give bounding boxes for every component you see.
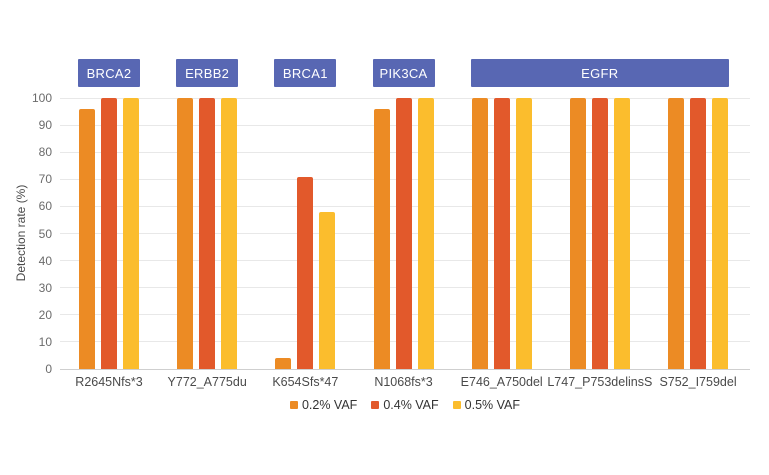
bar-group-Y772_A775du [177, 98, 238, 369]
bar-0.4vaf-L747_P753delinsS [591, 98, 608, 369]
bar-0.2vaf-E746_A750del [471, 98, 488, 369]
bar-group-L747_P753delinsS [569, 98, 630, 369]
y-tick-label: 20 [38, 307, 52, 322]
y-tick-label: 50 [38, 226, 52, 241]
y-tick-label: 70 [38, 172, 52, 187]
y-tick-label: 10 [38, 334, 52, 349]
legend-item-0.5vaf: 0.5% VAF [452, 398, 521, 412]
bar-0.4vaf-Y772_A775du [199, 98, 216, 369]
x-axis-label: N1068fs*3 [374, 375, 433, 389]
gene-label-BRCA1: BRCA1 [274, 59, 337, 87]
gene-label-BRCA2: BRCA2 [78, 59, 140, 87]
bar-0.5vaf-Y772_A775du [221, 98, 238, 369]
gene-label-EGFR: EGFR [470, 59, 729, 87]
x-axis-label: S752_I759del [659, 375, 737, 389]
bar-0.4vaf-R2645Nfs*3 [101, 98, 117, 369]
y-tick-label: 30 [38, 280, 52, 295]
legend-label: 0.2% VAF [301, 398, 358, 412]
bar-0.4vaf-S752_I759del [690, 98, 707, 369]
gene-header-row: BRCA2 ERBB2 BRCA1 PIK3CA EGFR [60, 59, 750, 87]
x-axis-label: L747_P753delinsS [547, 375, 653, 389]
x-axis-baseline [60, 368, 750, 370]
y-tick-label: 80 [38, 145, 52, 160]
legend-label: 0.5% VAF [464, 398, 521, 412]
bar-group-N1068fs*3 [373, 98, 434, 369]
legend-swatch-icon [371, 401, 380, 409]
y-tick-label: 100 [31, 91, 52, 105]
y-axis-ticks: 0 10 20 30 40 50 60 70 80 90 100 [0, 91, 52, 376]
legend-item-0.4vaf: 0.4% VAF [371, 398, 439, 412]
gene-label-ERBB2: ERBB2 [176, 59, 239, 87]
bar-0.2vaf-N1068fs*3 [373, 108, 390, 369]
bar-0.5vaf-K654Sfs*47 [319, 211, 336, 369]
bar-group-K654Sfs*47 [275, 98, 336, 369]
y-tick-label: 60 [38, 199, 52, 214]
legend-item-0.2vaf: 0.2% VAF [289, 398, 358, 412]
legend: 0.2% VAF 0.4% VAF 0.5% VAF [60, 398, 750, 412]
bar-0.4vaf-N1068fs*3 [395, 98, 412, 369]
bar-0.5vaf-L747_P753delinsS [613, 98, 630, 369]
bar-0.2vaf-L747_P753delinsS [569, 98, 586, 369]
x-axis-label: K654Sfs*47 [272, 375, 339, 389]
bar-group-S752_I759del [668, 98, 729, 369]
legend-swatch-icon [289, 401, 298, 409]
y-tick-label: 90 [38, 118, 52, 133]
x-axis-label: R2645Nfs*3 [75, 375, 143, 389]
x-axis-labels: R2645Nfs*3 Y772_A775du K654Sfs*47 N1068fs*3… [60, 375, 750, 391]
gene-label-PIK3CA: PIK3CA [372, 59, 435, 87]
bar-group-E746_A750del [471, 98, 532, 369]
legend-label: 0.4% VAF [383, 398, 439, 412]
plot-area [60, 97, 750, 370]
y-tick-label: 0 [45, 362, 52, 376]
bar-group-R2645Nfs*3 [79, 98, 139, 369]
bar-0.4vaf-K654Sfs*47 [297, 176, 314, 369]
legend-swatch-icon [452, 401, 461, 409]
bar-0.2vaf-K654Sfs*47 [275, 358, 292, 369]
bar-0.5vaf-S752_I759del [712, 98, 729, 369]
bar-0.2vaf-R2645Nfs*3 [79, 108, 95, 369]
bar-0.4vaf-E746_A750del [493, 98, 510, 369]
bar-0.2vaf-Y772_A775du [177, 98, 194, 369]
x-axis-label: E746_A750del [460, 375, 543, 389]
y-tick-label: 40 [38, 253, 52, 268]
bar-0.5vaf-N1068fs*3 [417, 98, 434, 369]
bar-0.5vaf-E746_A750del [515, 98, 532, 369]
bar-0.2vaf-S752_I759del [668, 98, 685, 369]
x-axis-label: Y772_A775du [167, 375, 247, 389]
bar-0.5vaf-R2645Nfs*3 [123, 98, 139, 369]
